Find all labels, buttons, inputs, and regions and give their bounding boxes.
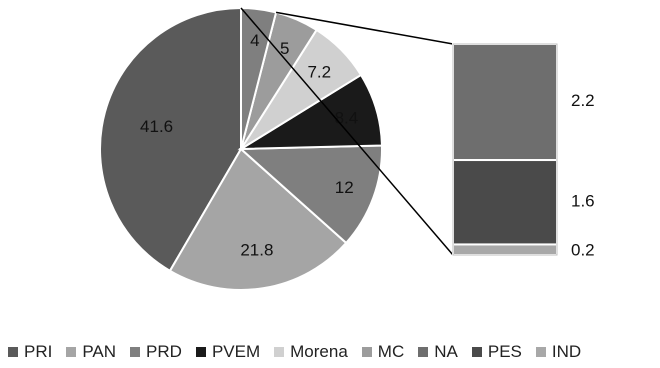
pie-label-mc: 5 (280, 39, 289, 58)
legend-swatch (195, 347, 206, 357)
bar-of-pie-chart: 41.6 21.8 12 8.4 7.2 5 4 2.2 1.6 0.2 (99, 6, 595, 291)
legend: PRI PAN PRD PVEM Morena MC NA PES IND (8, 340, 658, 364)
legend-swatch (274, 347, 285, 357)
legend-item-na: NA (418, 342, 458, 362)
bar-label-ind: 0.2 (571, 241, 595, 260)
bar-segment-pes (452, 159, 558, 246)
legend-item-mc: MC (361, 342, 405, 362)
connector-top (275, 11, 454, 45)
pie-slice-prd (238, 144, 383, 245)
legend-swatch (8, 347, 18, 357)
legend-swatch (66, 347, 77, 357)
connector-bottom (240, 7, 454, 256)
legend-swatch (130, 347, 141, 357)
pie-label-pri: 41.6 (140, 117, 173, 136)
pie-slice-pan (168, 147, 348, 291)
legend-label: PRI (24, 342, 53, 361)
legend-label: NA (434, 342, 458, 361)
bar-label-pes: 1.6 (571, 191, 595, 210)
breakdown-bar: 2.2 1.6 0.2 (452, 43, 595, 260)
legend-item-ind: IND (535, 342, 582, 362)
pie: 41.6 21.8 12 8.4 7.2 5 4 (99, 6, 383, 291)
legend-label: PAN (82, 342, 117, 361)
pie-label-morena: 7.2 (307, 63, 331, 82)
legend-label: IND (551, 342, 582, 361)
legend-label: PVEM (211, 342, 261, 361)
bar-frame (452, 43, 558, 256)
bar-segment-ind (452, 243, 558, 256)
legend-item-pri: PRI (8, 342, 52, 362)
legend-label: PRD (146, 342, 182, 361)
connector-lines (240, 7, 454, 256)
legend-swatch (535, 347, 546, 357)
legend-label: PES (487, 342, 522, 361)
bar-segment-na (452, 43, 558, 162)
legend-swatch (361, 347, 372, 357)
legend-swatch (418, 347, 429, 357)
legend-item-pan: PAN (66, 342, 116, 362)
pie-label-prd: 12 (335, 178, 354, 197)
pie-label-pan: 21.8 (240, 240, 273, 259)
bar-label-na: 2.2 (571, 91, 595, 110)
legend-swatch (471, 347, 482, 357)
pie-label-other: 4 (250, 31, 259, 50)
legend-item-morena: Morena (274, 342, 348, 362)
legend-label: MC (377, 342, 405, 361)
legend-item-pvem: PVEM (195, 342, 261, 362)
legend-item-pes: PES (471, 342, 522, 362)
pie-label-pvem: 8.4 (335, 109, 359, 128)
legend-item-prd: PRD (130, 342, 182, 362)
pie-slice-pri (99, 6, 242, 273)
legend-label: Morena (290, 342, 348, 361)
